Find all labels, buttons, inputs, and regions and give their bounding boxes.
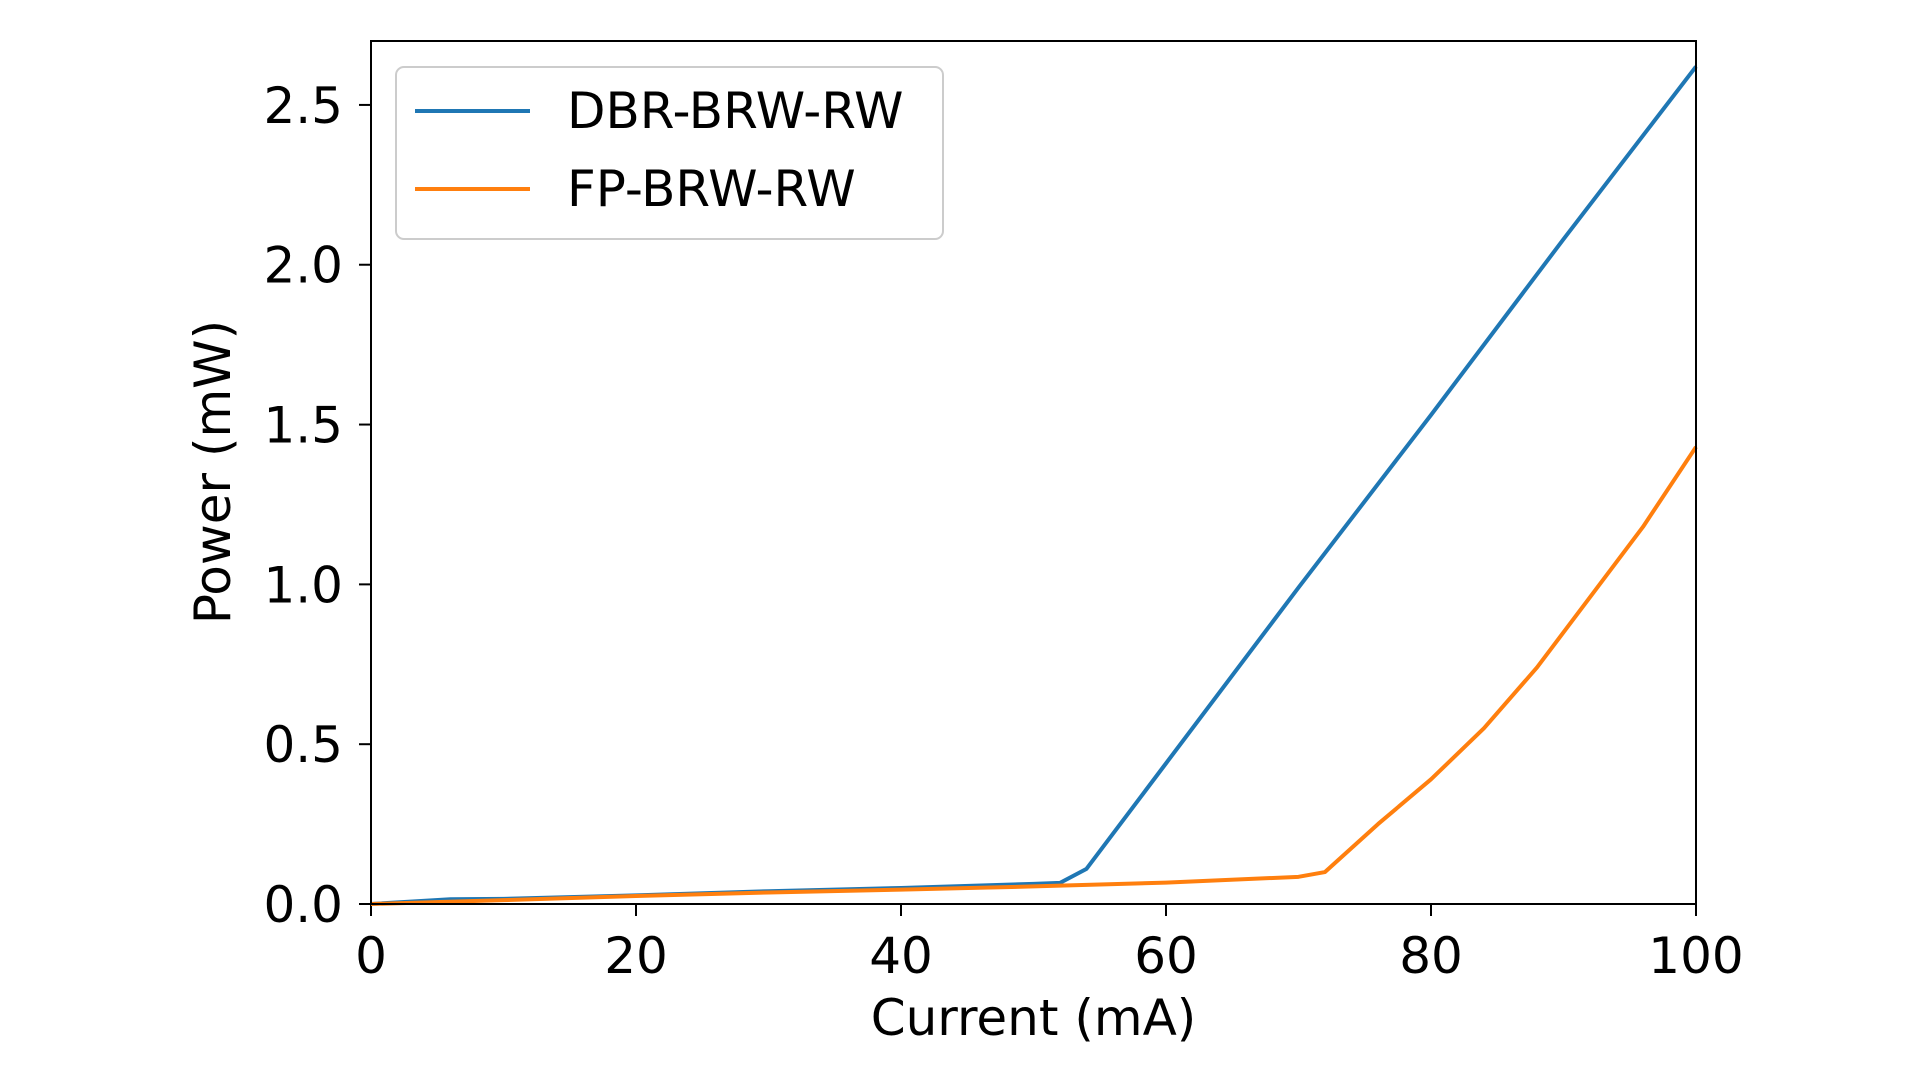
x-tick-label: 60 [1134,927,1198,985]
axis-labels: Current (mA) Power (mW) [184,320,1196,1047]
x-tick-label: 100 [1648,927,1743,985]
x-tick-label: 40 [869,927,933,985]
y-axis-label: Power (mW) [184,320,242,624]
legend-label-dbr-brw-rw: DBR-BRW-RW [567,82,903,140]
series-line-fp-brw-rw [370,445,1698,906]
x-axis-label: Current (mA) [871,989,1197,1047]
plot-frame [370,40,1697,905]
plot-series [370,65,1698,906]
legend: DBR-BRW-RW FP-BRW-RW [395,66,944,240]
legend-box [395,66,944,240]
y-tick-label: 2.5 [263,77,343,135]
x-tick-label: 20 [604,927,668,985]
y-tick-label: 1.0 [263,556,343,614]
y-tick-label: 2.0 [263,237,343,295]
y-tick-label: 0.0 [263,876,343,934]
axis-ticks: 0 20 40 60 80 100 0.0 0.5 1.0 1.5 2.0 2.5 [263,77,1743,985]
legend-label-fp-brw-rw: FP-BRW-RW [567,160,856,218]
legend-entry-2: FP-BRW-RW [415,160,856,218]
x-tick-label: 80 [1399,927,1463,985]
y-tick-label: 1.5 [263,397,343,455]
x-tick-label: 0 [355,927,387,985]
legend-entry-1: DBR-BRW-RW [415,82,903,140]
y-tick-label: 0.5 [263,716,343,774]
